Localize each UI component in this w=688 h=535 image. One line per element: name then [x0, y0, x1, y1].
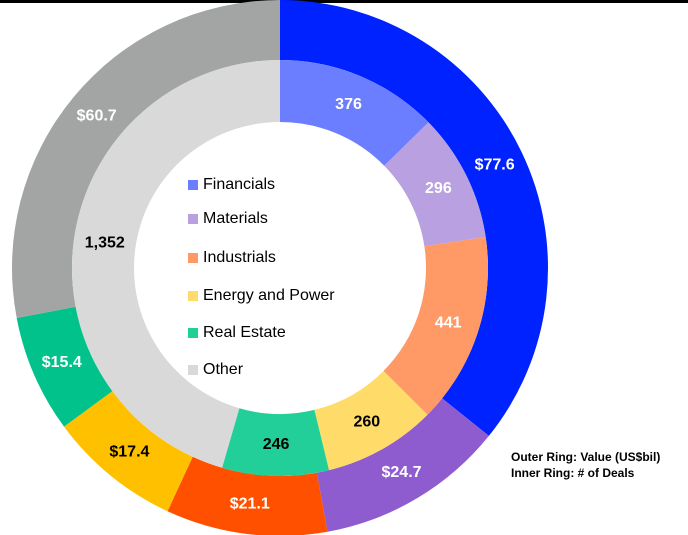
top-border — [0, 0, 688, 3]
data-label: 260 — [353, 413, 380, 430]
legend-swatch — [188, 214, 198, 224]
legend-swatch — [188, 291, 198, 301]
ring-segment — [64, 391, 193, 512]
data-label: 296 — [425, 180, 452, 197]
ring-segment — [280, 0, 548, 436]
data-label: 441 — [435, 314, 462, 331]
ring-segment — [280, 60, 429, 166]
data-label: $24.7 — [382, 464, 422, 481]
legend-label: Industrials — [203, 249, 276, 266]
legend-label: Materials — [203, 210, 268, 227]
ring-segment — [16, 306, 113, 427]
ring-segment — [71, 60, 280, 468]
legend-label: Real Estate — [203, 324, 286, 341]
data-label: $17.4 — [109, 444, 149, 461]
legend-swatch — [188, 180, 198, 190]
legend-label: Energy and Power — [203, 287, 335, 304]
data-label: $15.4 — [42, 354, 82, 371]
ring-segment — [11, 0, 280, 318]
ring-segment — [384, 122, 486, 247]
data-label: 246 — [263, 436, 290, 453]
inner-ring-note: Inner Ring: # of Deals — [511, 466, 635, 480]
ring-segment — [383, 236, 488, 415]
data-label: $21.1 — [230, 495, 270, 512]
ring-segment — [316, 398, 489, 532]
ring-segment — [222, 408, 330, 477]
data-label: $60.7 — [77, 107, 117, 124]
data-label: 376 — [335, 96, 362, 113]
legend-label: Other — [203, 361, 244, 378]
data-label: 1,352 — [85, 234, 125, 251]
outer-ring-note: Outer Ring: Value (US$bil) — [511, 450, 660, 464]
data-label: $77.6 — [475, 156, 515, 173]
ring-segment — [167, 456, 328, 535]
legend-swatch — [188, 253, 198, 263]
legend-swatch — [188, 365, 198, 375]
legend-label: Financials — [203, 176, 275, 193]
legend-swatch — [188, 328, 198, 338]
ring-segment — [314, 370, 428, 471]
